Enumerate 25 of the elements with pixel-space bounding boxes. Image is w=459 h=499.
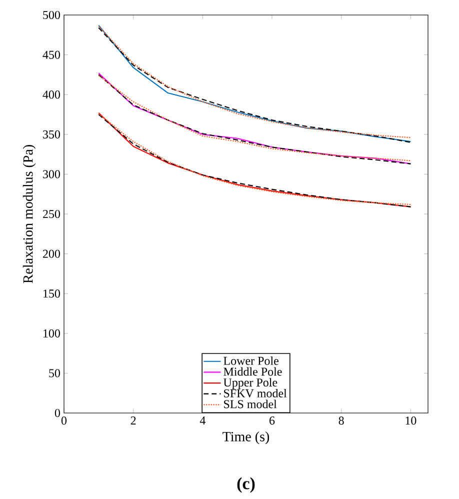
- y-tick-label: 50: [49, 369, 60, 378]
- legend-label: SFKV model: [224, 388, 287, 398]
- y-tick-label: 350: [43, 130, 60, 138]
- legend-label: Upper Pole: [224, 378, 278, 390]
- x-tick-label: 4: [200, 416, 206, 424]
- y-tick-label: 250: [43, 210, 60, 218]
- y-tick-label: 400: [42, 90, 60, 99]
- legend-label: Lower Pole: [224, 356, 278, 365]
- y-tick-label: 0: [54, 408, 60, 418]
- y-tick-label: 500: [43, 10, 60, 20]
- text: (c): [237, 477, 255, 493]
- y-tick-label: 450: [42, 50, 60, 59]
- legend-label: Middle Pole: [224, 367, 282, 376]
- x-axis-title: Time (s): [222, 431, 270, 444]
- x-tick-label: 0: [61, 416, 67, 425]
- y-tick-label: 100: [44, 329, 60, 338]
- y-tick-label: 150: [44, 290, 60, 298]
- y-tick-label: 200: [43, 250, 60, 258]
- x-tick-label: 6: [270, 416, 275, 425]
- x-tick-label: 10: [406, 416, 416, 425]
- x-tick-label: 2: [130, 416, 136, 424]
- y-axis-title: Relaxation modulus (Pa): [22, 145, 36, 284]
- y-tick-label: 300: [43, 170, 60, 178]
- legend-label: SLS model: [224, 400, 277, 408]
- x-tick-label: 8: [338, 416, 344, 425]
